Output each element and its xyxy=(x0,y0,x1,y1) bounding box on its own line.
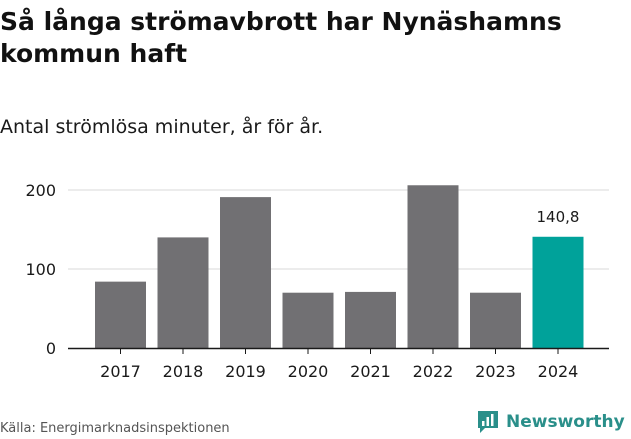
newsworthy-logo-icon xyxy=(478,411,498,433)
bar-2020 xyxy=(282,292,334,348)
bar-2018 xyxy=(157,237,209,348)
chart-title: Så långa strömavbrott har Nynäshamns kom… xyxy=(0,7,562,68)
x-tick-label: 2018 xyxy=(163,362,204,381)
source-note: Källa: Energimarknadsinspektionen xyxy=(0,421,230,436)
brand-name: Newsworthy xyxy=(506,412,625,432)
y-tick-label: 0 xyxy=(46,339,56,358)
y-tick-label: 100 xyxy=(25,260,56,279)
x-tick-label: 2021 xyxy=(350,362,391,381)
bar-2023 xyxy=(470,292,521,348)
x-tick-label: 2020 xyxy=(288,362,329,381)
x-tick-label: 2017 xyxy=(100,362,141,381)
bar-2022 xyxy=(407,185,459,348)
bar-2021 xyxy=(345,291,396,348)
bars xyxy=(95,185,584,348)
x-tick-label: 2024 xyxy=(538,362,579,381)
brand-logo: Newsworthy xyxy=(476,408,625,436)
labels: 0 100 200 140,8 2017 2018 2019 2020 2021 2022 2023… xyxy=(25,181,579,381)
x-tick-label: 2019 xyxy=(225,362,266,381)
bar-2024 xyxy=(532,236,584,348)
x-tick-label: 2023 xyxy=(475,362,516,381)
chart-subtitle: Antal strömlösa minuter, år för år. xyxy=(0,116,324,138)
x-tick-label: 2022 xyxy=(413,362,454,381)
bar-chart: 0 100 200 140,8 2017 2018 2019 2020 2021 2022 2023… xyxy=(25,181,609,381)
y-tick-label: 200 xyxy=(25,181,56,200)
data-label: 140,8 xyxy=(537,208,580,226)
grid-lines xyxy=(68,189,609,270)
axes xyxy=(68,347,609,354)
bar-2017 xyxy=(95,281,146,348)
bar-2019 xyxy=(220,197,271,348)
